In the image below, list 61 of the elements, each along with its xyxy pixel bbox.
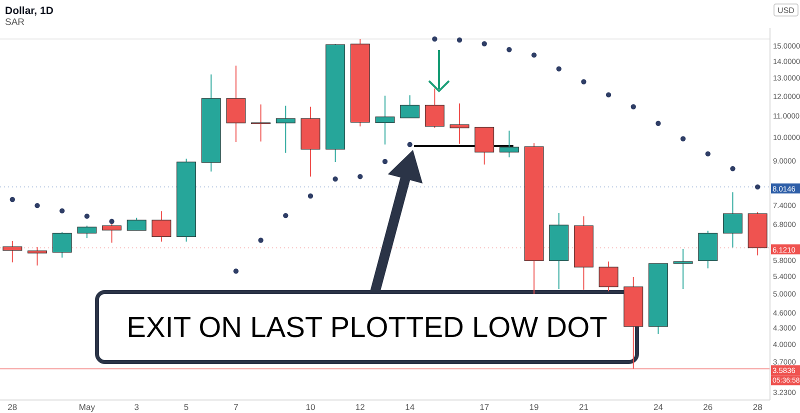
- x-tick-label: 7: [234, 402, 239, 412]
- point: [59, 208, 65, 214]
- annotation: EXIT ON LAST PLOTTED LOW DOT: [126, 312, 608, 344]
- x-tick-label: May: [78, 402, 96, 412]
- point: [705, 151, 711, 156]
- point: [407, 142, 412, 148]
- y-axis-title: USD: [778, 6, 795, 15]
- point: [730, 166, 736, 172]
- x-tick-label: 3: [134, 402, 140, 412]
- candlestick: [276, 105, 296, 154]
- point: [556, 66, 562, 72]
- x-tick-label: 28: [752, 402, 763, 412]
- point: [233, 268, 239, 274]
- point: [656, 120, 661, 126]
- point: [332, 176, 338, 182]
- candlestick: [77, 225, 97, 239]
- x-tick-label: 24: [653, 402, 664, 412]
- point: [630, 104, 636, 110]
- candlestick: [28, 246, 47, 266]
- point: [258, 238, 264, 243]
- candlestick: [450, 102, 470, 144]
- x-tick-label: 10: [306, 402, 316, 412]
- point: [382, 158, 388, 164]
- candlestick: [251, 104, 271, 142]
- point: [606, 92, 612, 98]
- point: [109, 218, 114, 224]
- candlestick: [673, 248, 693, 290]
- point: [456, 37, 462, 43]
- point: [506, 47, 512, 52]
- x-tick-label: 14: [405, 402, 415, 412]
- candlestick: [400, 94, 420, 118]
- x-tick-label: 19: [529, 402, 540, 412]
- candlestick: [723, 192, 742, 248]
- point: [531, 52, 537, 58]
- chart-title: Dollar, 1D: [5, 5, 54, 17]
- candlestick: [126, 217, 146, 231]
- candlestick: [2, 240, 22, 263]
- x-tick-label: 21: [578, 402, 589, 412]
- point: [84, 214, 90, 219]
- point: [308, 193, 314, 199]
- point: [34, 202, 40, 208]
- point: [581, 79, 586, 84]
- chart-subtitle: SAR: [5, 17, 25, 28]
- point: [358, 174, 363, 180]
- candlestick: [499, 130, 519, 158]
- x-tick-label: 28: [8, 402, 18, 412]
- candlestick: [52, 232, 72, 258]
- point: [754, 184, 760, 190]
- x-tick-label: 12: [355, 402, 366, 412]
- x-tick-label: 26: [703, 402, 713, 412]
- x-tick-label: 17: [480, 402, 490, 412]
- point: [482, 41, 487, 46]
- point: [680, 136, 686, 142]
- point: [432, 36, 438, 42]
- candlestick: [598, 261, 618, 292]
- candlestick: [375, 95, 395, 146]
- point: [10, 196, 16, 202]
- point: [283, 212, 288, 218]
- candlestick: [152, 210, 172, 242]
- candlestick: [424, 88, 444, 128]
- x-tick-label: 5: [184, 402, 189, 412]
